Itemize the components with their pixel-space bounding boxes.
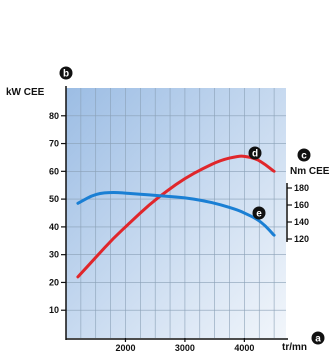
- x-tick-label: 3000: [175, 343, 195, 352]
- y-tick-label: 40: [49, 222, 59, 232]
- series-e-badge: e: [252, 206, 266, 220]
- svg-text:e: e: [256, 209, 262, 220]
- x-axis-label: tr/mn: [282, 342, 307, 352]
- series-line-e: [76, 191, 276, 237]
- y-tick-label: 50: [49, 194, 59, 204]
- svg-text:a: a: [315, 334, 321, 345]
- y-tick-label: 60: [49, 166, 59, 176]
- y-tick-label: 70: [49, 139, 59, 149]
- grid: [66, 88, 286, 338]
- y2-axis-badge: c: [297, 148, 311, 162]
- y-tick-label: 30: [49, 250, 59, 260]
- y2-tick-label: 120: [294, 234, 309, 244]
- secondary-axis: 120 140 160 180: [286, 183, 309, 244]
- y-tick-label: 10: [49, 305, 59, 315]
- y2-tick-label: 160: [294, 200, 309, 210]
- x-tick-label: 4000: [234, 343, 254, 352]
- series-group: [76, 154, 276, 279]
- y-axis-ticks: 10 20 30 40 50 60 70 80: [49, 111, 66, 315]
- y2-axis-label: Nm CEE: [290, 166, 330, 177]
- plot-background: [66, 88, 286, 338]
- x-tick-label: 2000: [115, 343, 135, 352]
- y2-tick-label: 180: [294, 183, 309, 193]
- y-axis-badge: b: [59, 66, 73, 80]
- y-tick-label: 80: [49, 111, 59, 121]
- svg-text:c: c: [301, 151, 307, 162]
- svg-text:d: d: [252, 149, 258, 160]
- y2-tick-label: 140: [294, 217, 309, 227]
- series-line-d: [76, 154, 276, 279]
- x-axis-badge: a: [311, 331, 325, 345]
- y-axis-label: kW CEE: [6, 87, 45, 98]
- svg-text:b: b: [63, 69, 69, 80]
- series-d-badge: d: [248, 146, 262, 160]
- x-axis-ticks: 2000 3000 4000: [115, 338, 254, 352]
- y-tick-label: 20: [49, 277, 59, 287]
